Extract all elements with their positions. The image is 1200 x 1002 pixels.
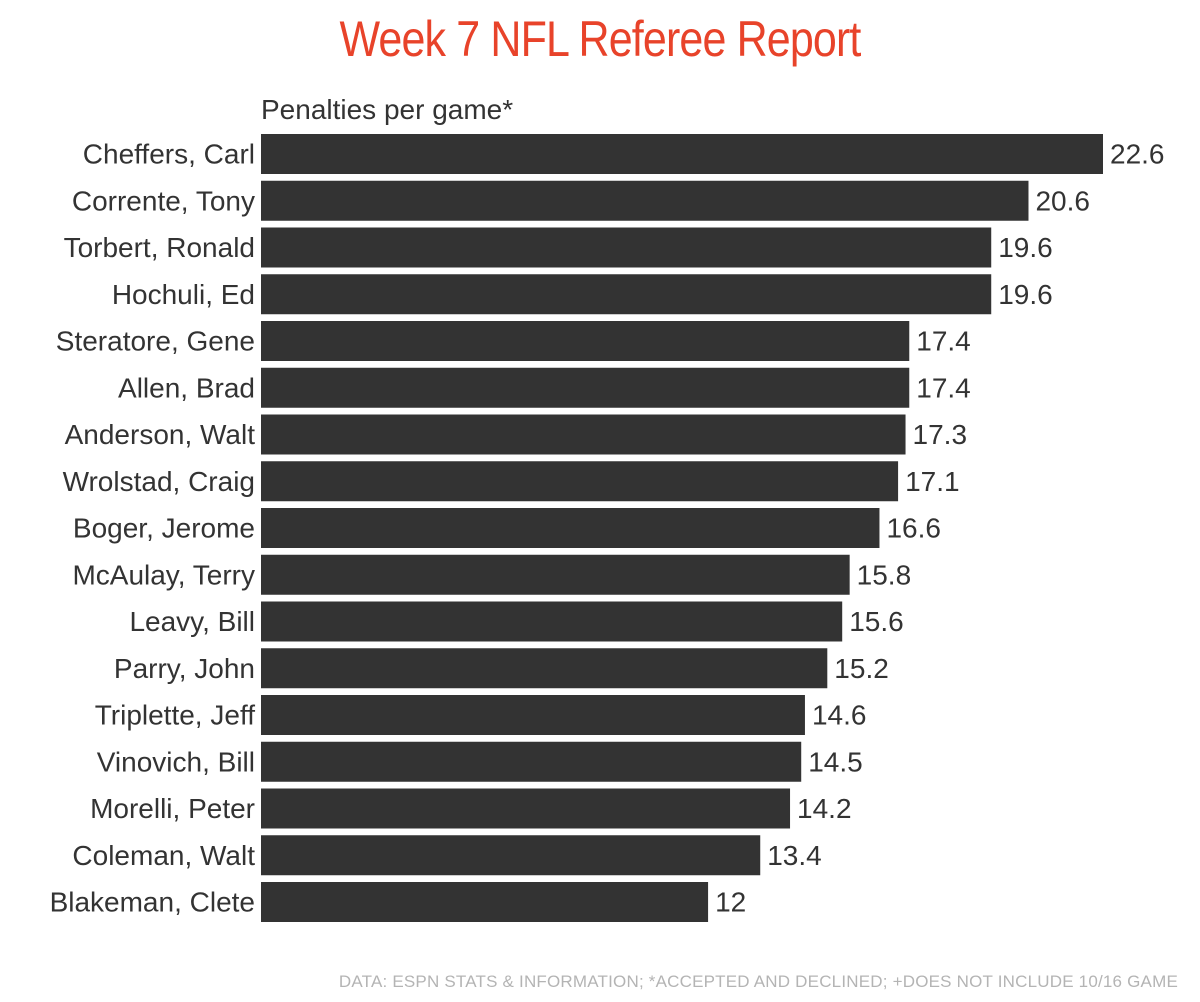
- value-label: 17.1: [905, 466, 960, 497]
- bar: [261, 414, 906, 455]
- value-label: 22.6: [1110, 139, 1165, 170]
- category-label: Anderson, Walt: [65, 419, 256, 450]
- category-label: Boger, Jerome: [73, 513, 255, 544]
- bar: [261, 741, 802, 782]
- bar: [261, 601, 843, 642]
- bar: [261, 227, 992, 268]
- value-label: 15.8: [857, 559, 912, 590]
- category-label: Triplette, Jeff: [95, 700, 256, 731]
- category-label: Parry, John: [114, 653, 255, 684]
- category-label: Wrolstad, Craig: [63, 466, 255, 497]
- value-label: 14.2: [797, 793, 852, 824]
- value-label: 17.4: [916, 372, 971, 403]
- category-label: Allen, Brad: [118, 372, 255, 403]
- value-label: 19.6: [998, 232, 1053, 263]
- value-label: 17.4: [916, 326, 971, 357]
- value-label: 15.2: [834, 653, 889, 684]
- source-note: DATA: ESPN STATS & INFORMATION; *ACCEPTE…: [338, 972, 1178, 991]
- category-label: Steratore, Gene: [56, 326, 255, 357]
- value-label: 13.4: [767, 840, 822, 871]
- category-label: Hochuli, Ed: [112, 279, 255, 310]
- bar: [261, 835, 761, 876]
- bar: [261, 788, 791, 829]
- category-label: Coleman, Walt: [72, 840, 255, 871]
- value-label: 12: [715, 887, 746, 918]
- value-label: 17.3: [913, 419, 968, 450]
- value-label: 20.6: [1035, 185, 1090, 216]
- category-label: Corrente, Tony: [72, 185, 255, 216]
- bar: [261, 367, 910, 408]
- chart-subtitle: Penalties per game*: [261, 94, 514, 125]
- bar: [261, 134, 1103, 174]
- bar: [261, 695, 805, 735]
- value-label: 14.5: [808, 746, 863, 777]
- category-label: Torbert, Ronald: [64, 232, 255, 263]
- bar: [261, 554, 850, 595]
- bar: [261, 648, 828, 689]
- bar: [261, 321, 910, 361]
- bar: [261, 274, 992, 315]
- category-label: Cheffers, Carl: [83, 139, 255, 170]
- value-label: 14.6: [812, 700, 867, 731]
- category-label: Blakeman, Clete: [50, 887, 255, 918]
- category-label: McAulay, Terry: [72, 559, 255, 590]
- value-label: 19.6: [998, 279, 1053, 310]
- value-label: 15.6: [849, 606, 904, 637]
- bar: [261, 461, 899, 502]
- bar-chart: Cheffers, Carl 22.6 Corrente, Tony 20.6 Torb…: [50, 134, 1165, 922]
- category-label: Morelli, Peter: [90, 793, 255, 824]
- value-label: 16.6: [886, 513, 941, 544]
- bar: [261, 882, 709, 922]
- chart-title: Week 7 NFL Referee Report: [339, 11, 861, 67]
- category-label: Vinovich, Bill: [97, 746, 255, 777]
- bar: [261, 180, 1029, 221]
- category-label: Leavy, Bill: [129, 606, 255, 637]
- bar: [261, 508, 880, 548]
